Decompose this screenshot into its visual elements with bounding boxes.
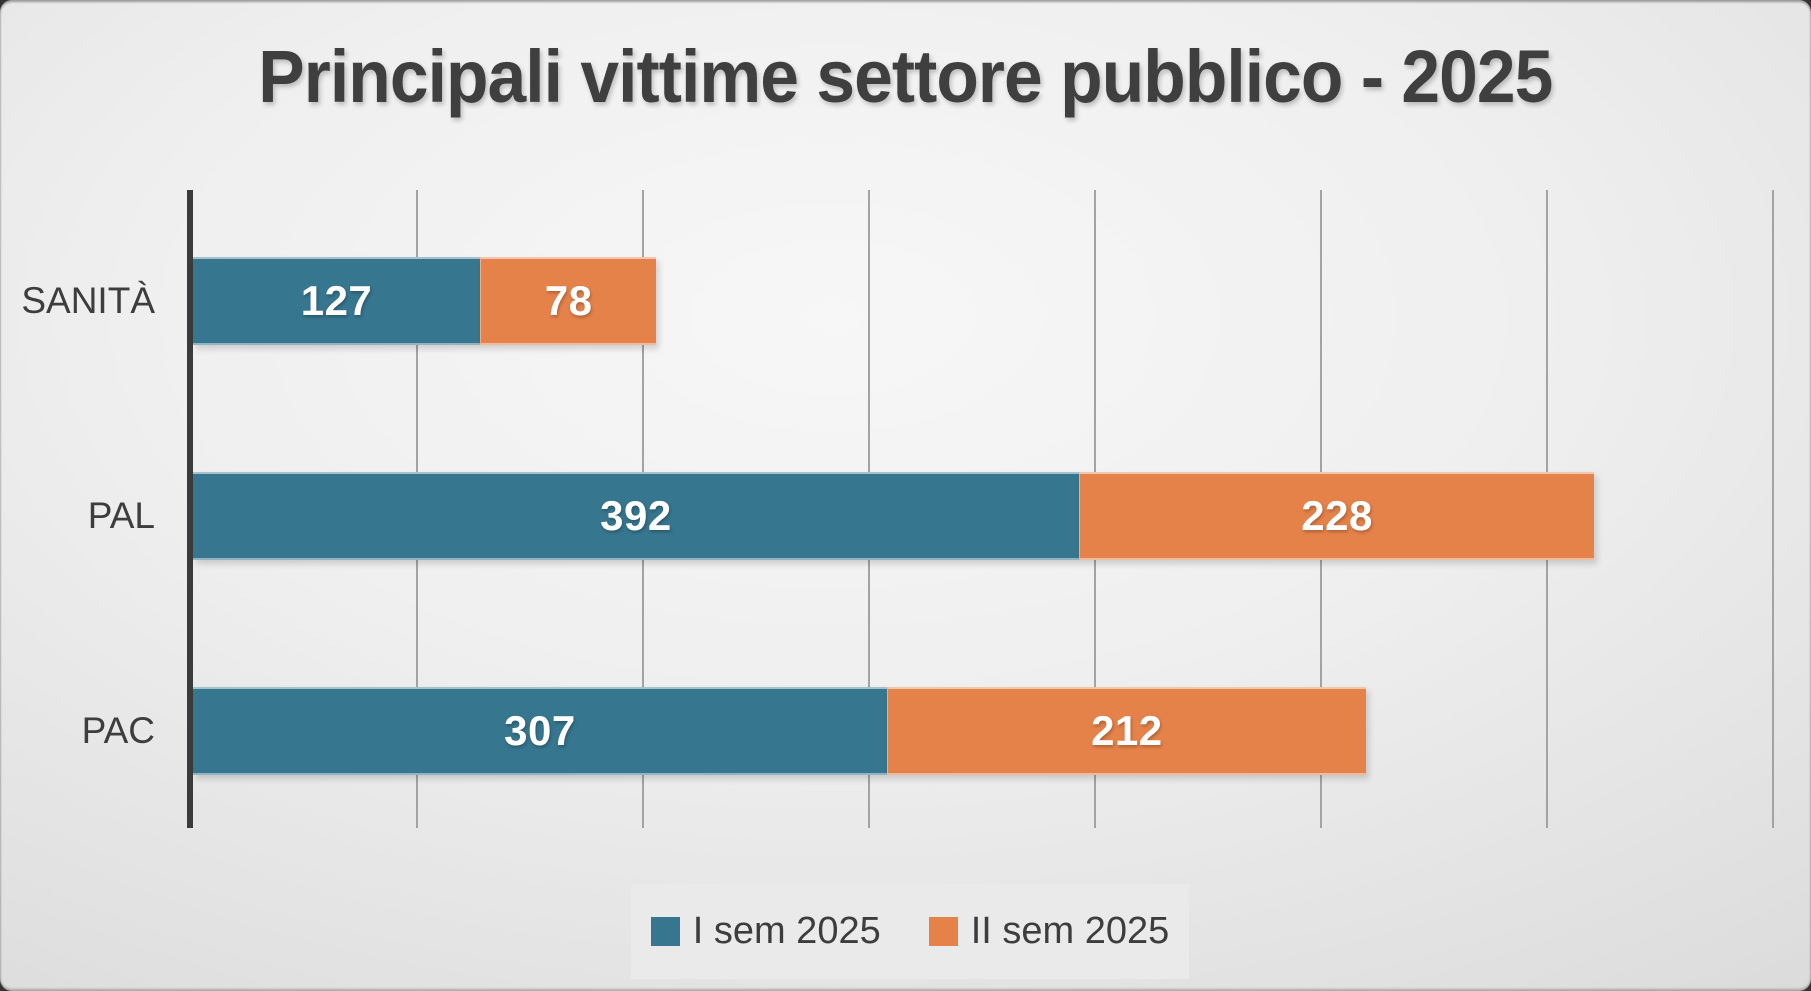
legend: I sem 2025 II sem 2025 — [631, 884, 1189, 979]
bar-value-label: 228 — [1301, 492, 1373, 539]
legend-item: I sem 2025 — [650, 910, 881, 953]
legend-label: I sem 2025 — [692, 910, 881, 952]
category-label: SANITÀ — [21, 280, 155, 321]
legend-item: II sem 2025 — [928, 910, 1170, 953]
gridline — [1772, 190, 1774, 828]
bar-row: 392 228 — [193, 472, 1595, 560]
bar-segment: 212 — [886, 687, 1366, 775]
chart-title: Principali vittime settore pubblico - 20… — [0, 35, 1811, 118]
bar-value-label: 307 — [504, 707, 576, 754]
bar-value-label: 212 — [1091, 707, 1163, 754]
category-label: PAC — [81, 710, 155, 751]
bar-segment: 307 — [193, 687, 887, 775]
bar-segment: 392 — [193, 472, 1079, 560]
chart-title-text: Principali vittime settore pubblico - 20… — [258, 35, 1553, 118]
category-label: PAL — [87, 495, 155, 536]
bar-row: 127 78 — [193, 257, 657, 345]
bar-row: 307 212 — [193, 687, 1366, 775]
bar-segment: 127 — [193, 257, 481, 345]
bar-value-label: 78 — [544, 277, 593, 324]
bar-value-label: 127 — [300, 277, 373, 324]
category-axis-line — [187, 190, 193, 828]
legend-swatch-icon — [650, 917, 680, 946]
bar-segment: 78 — [480, 257, 657, 345]
legend-label: II sem 2025 — [970, 910, 1170, 952]
bar-segment: 228 — [1078, 472, 1595, 560]
bar-value-label: 392 — [600, 492, 672, 539]
legend-swatch-icon — [928, 917, 958, 946]
